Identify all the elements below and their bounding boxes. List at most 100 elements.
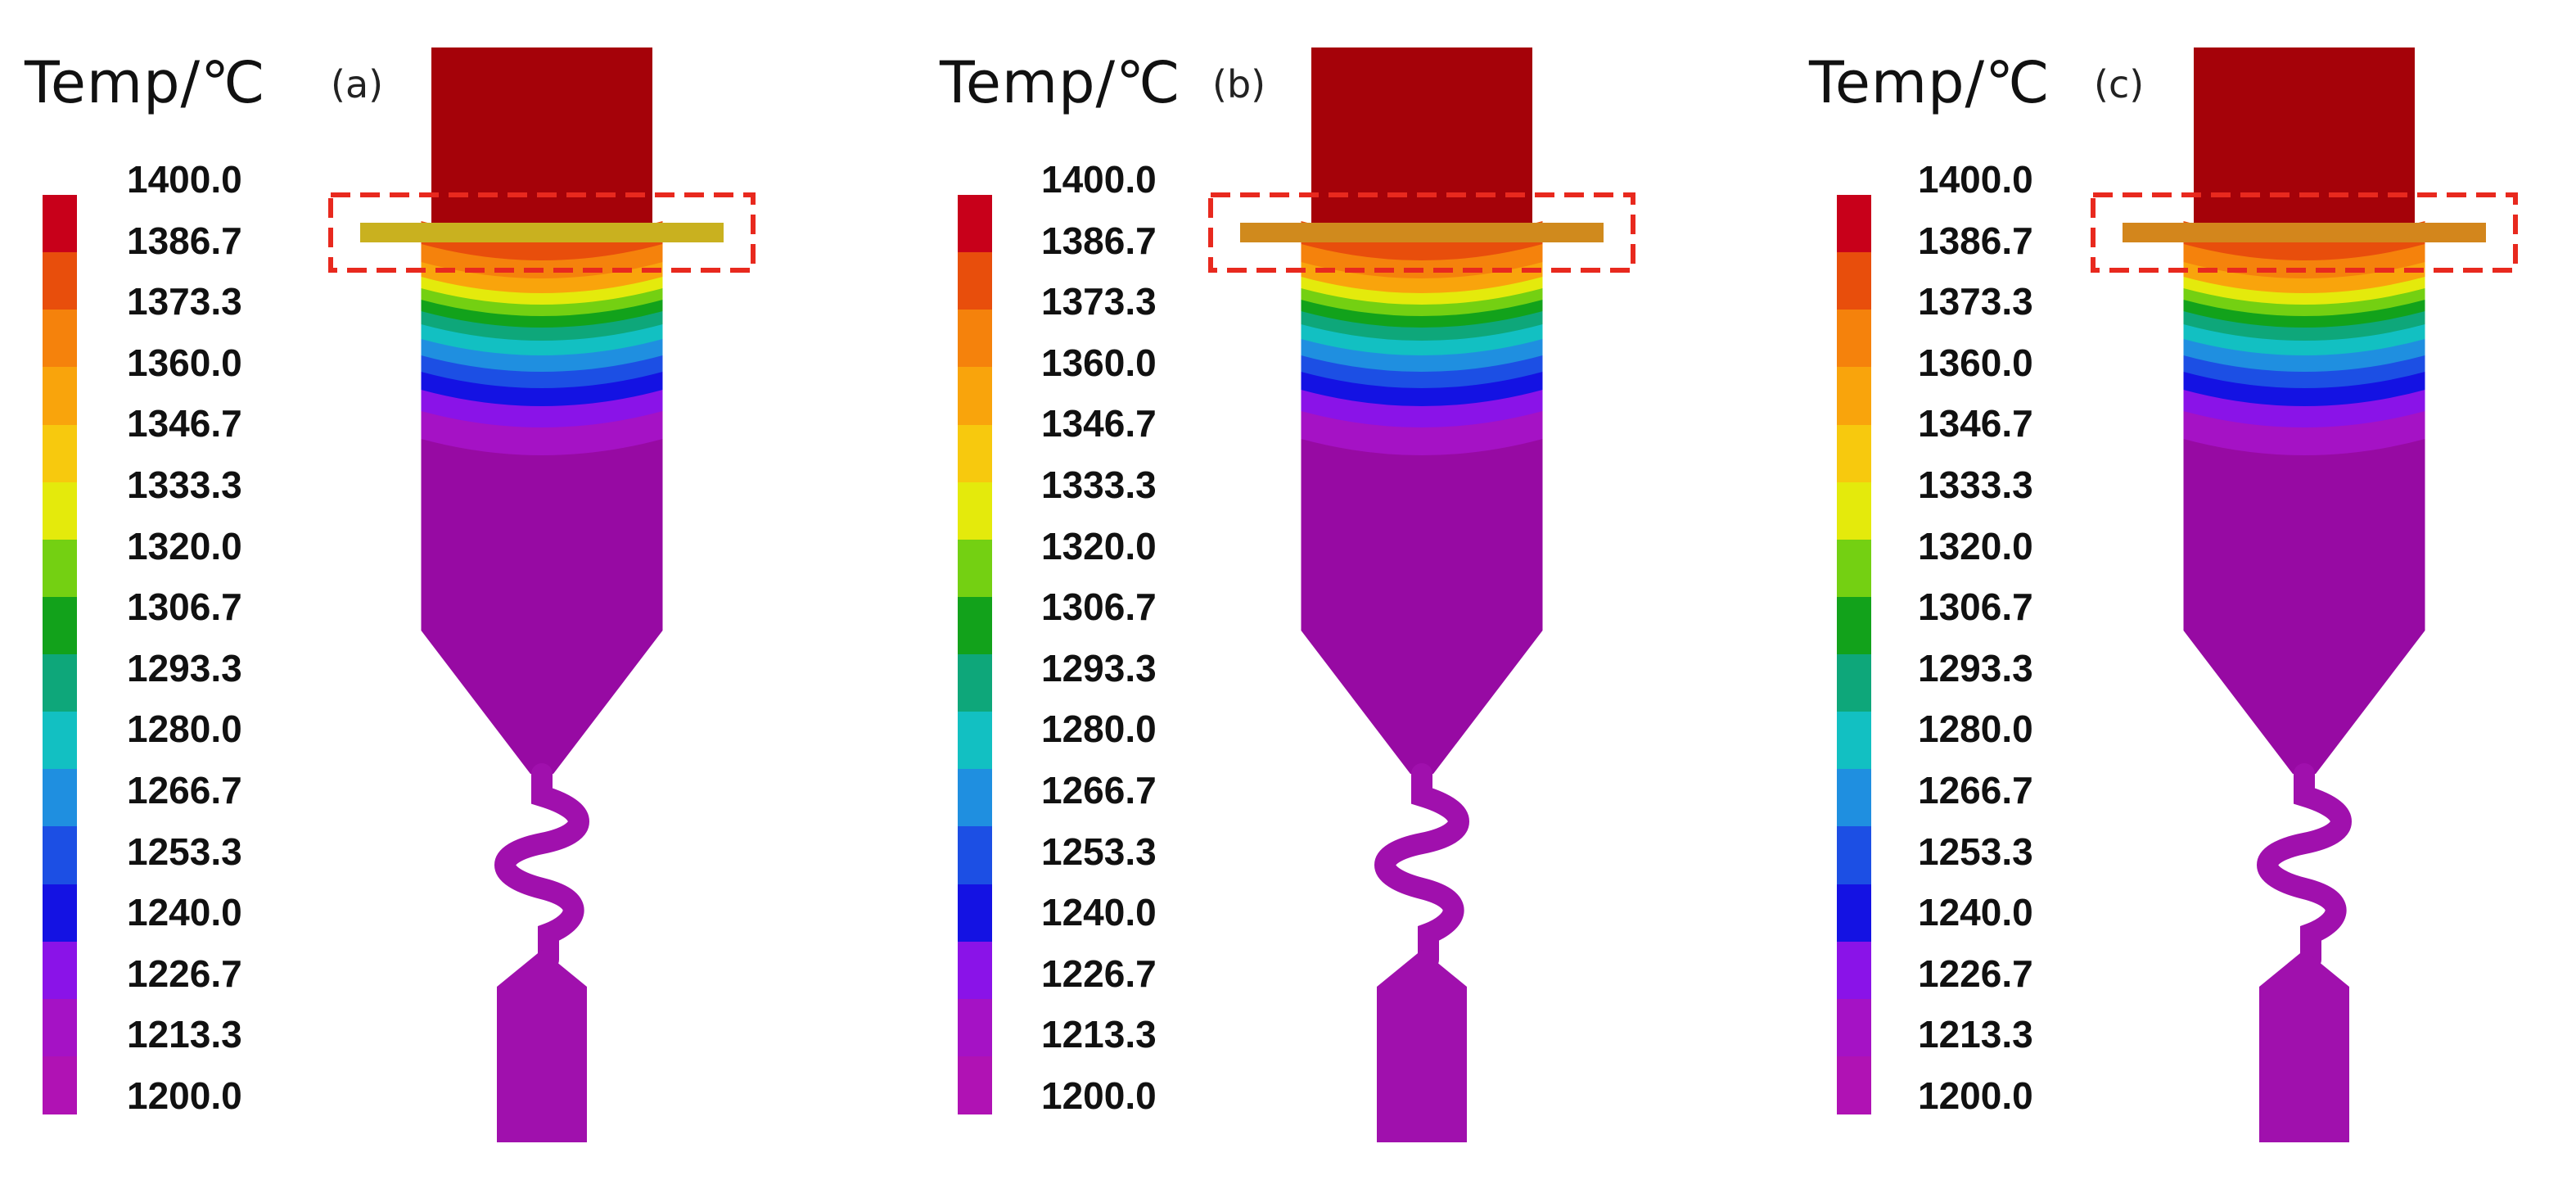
temperature-band <box>421 339 663 375</box>
colorbar-tick-label: 1200.0 <box>127 1074 242 1117</box>
colorbar-segment <box>958 310 992 368</box>
spiral-channel <box>2257 763 2352 970</box>
top-hot-block <box>1311 47 1532 232</box>
temperature-band <box>1301 355 1543 391</box>
colorbar <box>958 195 992 1114</box>
colorbar-segment <box>1837 481 1871 540</box>
colorbar <box>1837 195 1871 1114</box>
colorbar-segment <box>43 481 77 540</box>
colorbar-segment <box>958 1056 992 1114</box>
colorbar-tick-label: 1360.0 <box>1918 341 2033 384</box>
colorbar-tick-label: 1293.3 <box>1041 646 1157 689</box>
slot-bar <box>1240 223 1604 242</box>
colorbar-tick-label: 1226.7 <box>1918 952 2033 995</box>
colorbar-tick-label: 1240.0 <box>1918 891 2033 934</box>
crucible-cone <box>421 631 663 774</box>
temperature-band <box>2183 277 2425 308</box>
colorbar-segment <box>43 884 77 943</box>
colorbar-segment <box>1837 1056 1871 1114</box>
colorbar-tick-label: 1333.3 <box>127 463 242 506</box>
temperature-band <box>2183 324 2425 359</box>
colorbar-tick-label: 1386.7 <box>1918 219 2033 262</box>
colorbar-segment <box>43 998 77 1057</box>
colorbar-tick-label: 1253.3 <box>1041 830 1157 873</box>
temperature-band <box>2183 390 2425 431</box>
colorbar-segment <box>43 712 77 770</box>
colorbar-segment <box>43 424 77 483</box>
temperature-band <box>2183 288 2425 319</box>
crucible-body <box>1301 455 1543 631</box>
colorbar-segment <box>43 539 77 598</box>
colorbar-tick-label: 1253.3 <box>1918 830 2033 873</box>
temperature-band <box>2183 311 2425 344</box>
colorbar-tick-label: 1373.3 <box>1041 280 1157 323</box>
highlight-dashed-box <box>328 192 756 273</box>
spiral-channel <box>494 763 589 970</box>
colorbar-segment <box>958 424 992 483</box>
colorbar-tick-label: 1226.7 <box>127 952 242 995</box>
colorbar-tick-label: 1213.3 <box>1041 1013 1157 1056</box>
colorbar-tick-label: 1360.0 <box>1041 341 1157 384</box>
colorbar-tick-label: 1360.0 <box>127 341 242 384</box>
colorbar-segment <box>958 596 992 655</box>
legend-title: Temp/℃ <box>25 49 266 116</box>
temperature-band <box>421 262 663 296</box>
temperature-band <box>421 411 663 459</box>
crucible-body-top <box>2183 439 2425 463</box>
colorbar-tick-label: 1400.0 <box>127 158 242 201</box>
legend-title: Temp/℃ <box>1809 49 2050 116</box>
temperature-band <box>1301 339 1543 375</box>
crucible-cone <box>1301 631 1543 774</box>
temperature-band <box>1301 324 1543 359</box>
crucible-body <box>2183 455 2425 631</box>
temperature-band <box>1301 300 1543 331</box>
colorbar-segment <box>1837 998 1871 1057</box>
colorbar-tick-label: 1333.3 <box>1041 463 1157 506</box>
temperature-band <box>421 300 663 331</box>
colorbar-segment <box>958 539 992 598</box>
crucible-cone <box>2183 631 2425 774</box>
temperature-band <box>2183 339 2425 375</box>
temperature-band <box>421 355 663 391</box>
crucible-body-top <box>1301 439 1543 463</box>
bottom-nozzle <box>2259 950 2349 1142</box>
colorbar-segment <box>1837 424 1871 483</box>
colorbar-segment <box>958 654 992 712</box>
temperature-band <box>2183 372 2425 409</box>
colorbar-segment <box>1837 654 1871 712</box>
colorbar-segment <box>1837 539 1871 598</box>
colorbar-segment <box>1837 769 1871 827</box>
colorbar-tick-label: 1373.3 <box>127 280 242 323</box>
temperature-band <box>421 288 663 319</box>
temperature-band <box>421 277 663 308</box>
temperature-band <box>421 311 663 344</box>
colorbar-tick-label: 1200.0 <box>1041 1074 1157 1117</box>
colorbar-tick-label: 1226.7 <box>1041 952 1157 995</box>
colorbar-tick-label: 1266.7 <box>1918 769 2033 812</box>
temperature-band <box>421 324 663 359</box>
colorbar-segment <box>1837 826 1871 884</box>
panel-label: (c) <box>2094 62 2145 106</box>
colorbar-segment <box>43 367 77 425</box>
colorbar-segment <box>43 654 77 712</box>
panel-label: (b) <box>1212 62 1266 106</box>
colorbar-segment <box>43 252 77 310</box>
colorbar-segment <box>958 712 992 770</box>
colorbar-segment <box>958 998 992 1057</box>
colorbar-segment <box>43 769 77 827</box>
colorbar-tick-label: 1346.7 <box>1041 402 1157 445</box>
colorbar-segment <box>43 1056 77 1114</box>
temperature-band <box>2183 262 2425 296</box>
colorbar-tick-label: 1280.0 <box>1041 708 1157 751</box>
colorbar-segment <box>958 941 992 1000</box>
colorbar-segment <box>958 884 992 943</box>
colorbar-tick-label: 1240.0 <box>127 891 242 934</box>
colorbar-segment <box>958 252 992 310</box>
colorbar-tick-label: 1253.3 <box>127 830 242 873</box>
colorbar-tick-label: 1346.7 <box>1918 402 2033 445</box>
crucible-body <box>421 455 663 631</box>
temperature-band <box>2183 300 2425 331</box>
colorbar-segment <box>43 941 77 1000</box>
temperature-band <box>1301 288 1543 319</box>
colorbar-segment <box>958 195 992 253</box>
